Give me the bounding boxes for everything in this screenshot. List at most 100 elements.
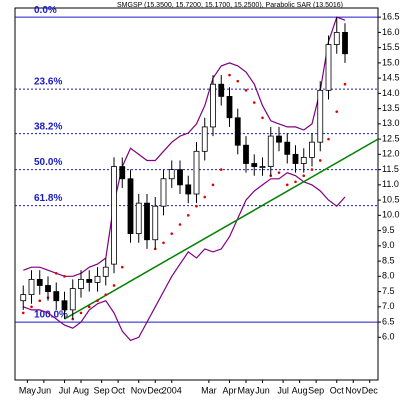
x-tick-label: Jun — [37, 385, 52, 395]
candle-body — [36, 278, 43, 286]
candle-body — [135, 202, 142, 235]
trendline — [64, 138, 379, 320]
y-tick-label: 13.5 — [382, 103, 400, 113]
sar-dot — [79, 311, 83, 315]
candle-body — [251, 163, 258, 167]
x-tick-label: Oct — [111, 385, 126, 395]
y-tick-label: 8.0 — [382, 271, 395, 281]
sar-dot — [38, 299, 42, 303]
y-tick-label: 14.5 — [382, 73, 400, 83]
x-tick-label: Nov — [131, 385, 148, 395]
x-tick-label: May — [237, 385, 255, 395]
y-tick-label: 15.0 — [382, 57, 400, 67]
sar-dot — [343, 82, 347, 86]
sar-dot — [261, 116, 264, 120]
y-tick-label: 14.0 — [382, 88, 400, 98]
chart-title: SMGSP (15.3500, 15.7200, 15.1700, 15.250… — [117, 2, 343, 9]
candle-body — [177, 169, 183, 186]
x-tick-label: Apr — [222, 385, 236, 395]
candle-body — [160, 178, 167, 207]
candle-body — [226, 96, 233, 119]
sar-dot — [178, 223, 182, 226]
sar-dot — [96, 299, 99, 303]
sar-dot — [228, 73, 231, 77]
level-label: 23.6% — [34, 77, 62, 88]
sar-dot — [219, 168, 223, 171]
candle-body — [300, 157, 307, 164]
sar-dot — [277, 171, 281, 174]
sar-dot — [71, 317, 75, 321]
y-tick-label: 9.0 — [382, 240, 395, 250]
candle-body — [325, 44, 332, 91]
candle-body — [201, 126, 208, 152]
candle-body — [69, 288, 76, 311]
y-tick-label: 11.5 — [382, 164, 399, 174]
sar-dot — [236, 79, 240, 83]
sar-dot — [318, 159, 322, 162]
candle-body — [267, 135, 274, 167]
sar-dot — [186, 214, 190, 217]
band-upper — [23, 16, 346, 277]
x-tick-label: Dec — [147, 385, 164, 395]
y-tick-label: 10.0 — [382, 210, 400, 220]
sar-dot — [87, 305, 91, 309]
sar-dot — [63, 275, 66, 278]
candle-body — [119, 166, 126, 180]
candle-body — [127, 178, 134, 235]
y-tick-label: 16.5 — [382, 12, 400, 22]
y-tick-label: 15.5 — [382, 42, 400, 52]
candle-body — [78, 278, 84, 289]
sar-dot — [327, 137, 330, 141]
x-tick-label: Jul — [277, 385, 289, 395]
y-tick-label: 7.5 — [382, 286, 395, 296]
y-tick-label: 9.5 — [382, 225, 395, 235]
sar-dot — [195, 204, 198, 208]
candle-body — [193, 150, 200, 195]
x-tick-label: Nov — [345, 385, 362, 395]
x-tick-label: Jun — [255, 385, 270, 395]
x-tick-label: Aug — [73, 385, 89, 395]
candle-body — [168, 169, 175, 180]
candle-body — [20, 294, 27, 302]
candle-body — [53, 291, 60, 302]
candle-body — [28, 278, 35, 296]
y-tick-label: 7.0 — [382, 301, 395, 311]
x-tick-label: Sep — [94, 385, 110, 395]
sar-dot — [335, 110, 339, 113]
x-tick-label: Oct — [330, 385, 345, 395]
sar-dot — [21, 311, 25, 315]
level-label: 61.8% — [34, 193, 62, 204]
candle-body — [102, 266, 109, 277]
candle-body — [243, 144, 249, 164]
y-tick-label: 8.5 — [382, 255, 395, 265]
sar-dot — [252, 101, 256, 104]
y-tick-label: 11.0 — [382, 179, 399, 189]
candle-body — [234, 117, 241, 146]
candle-body — [333, 31, 340, 45]
candle-body — [185, 184, 192, 195]
candle-body — [317, 89, 324, 143]
sar-dot — [294, 180, 297, 184]
sar-dot — [112, 284, 116, 287]
candle-body — [218, 83, 225, 97]
sar-dot — [170, 232, 174, 235]
level-label: 0.0% — [34, 5, 57, 16]
y-tick-label: 10.5 — [382, 194, 400, 204]
candle-body — [61, 300, 68, 311]
candle-body — [292, 153, 299, 164]
candle-body — [111, 166, 117, 265]
x-tick-label: 2004 — [162, 385, 182, 395]
sar-dot — [285, 183, 289, 187]
candle-body — [144, 202, 150, 241]
candle-body — [210, 83, 216, 128]
sar-dot — [104, 293, 108, 296]
candle-body — [276, 135, 282, 143]
y-tick-label: 13.0 — [382, 118, 400, 128]
x-tick-label: May — [19, 385, 37, 395]
y-tick-label: 12.5 — [382, 133, 400, 143]
level-label: 50.0% — [34, 157, 62, 168]
y-tick-label: 16.0 — [382, 27, 400, 37]
candle-body — [309, 141, 315, 158]
